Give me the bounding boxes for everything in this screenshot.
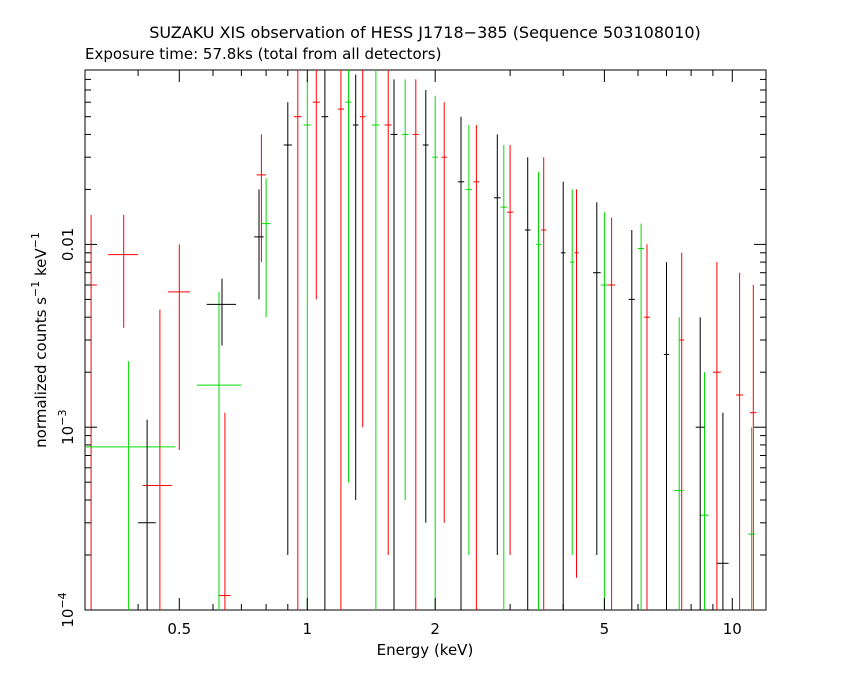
y-axis-label-main: normalized counts s <box>32 297 50 448</box>
data-series <box>138 70 729 610</box>
y-tick-label: 0.01 <box>59 228 77 261</box>
data-point <box>600 212 608 610</box>
data-point <box>412 79 419 610</box>
data-point <box>608 217 616 610</box>
data-series <box>85 70 755 610</box>
data-point <box>372 70 380 610</box>
data-point <box>638 223 645 610</box>
data-point <box>254 189 264 300</box>
data-point <box>716 412 729 610</box>
y-axis-label-sup1: −1 <box>29 281 42 297</box>
data-point <box>574 189 579 578</box>
chart-title: SUZAKU XIS observation of HESS J1718−385… <box>149 23 701 42</box>
data-point <box>441 102 447 523</box>
data-point <box>196 291 242 610</box>
data-point <box>736 272 744 610</box>
data-point <box>352 74 359 500</box>
data-point <box>384 70 392 555</box>
ticks-layer <box>84 69 766 611</box>
x-axis-label: Energy (keV) <box>377 641 474 659</box>
data-point <box>390 79 398 610</box>
x-tick-label: 0.5 <box>167 620 191 638</box>
tick-labels-layer: 0.5 1 2 5 10 10−4 10−3 0.01 <box>56 228 742 638</box>
x-tick-label: 5 <box>600 620 610 638</box>
data-point <box>570 189 575 555</box>
data-point <box>337 70 344 610</box>
data-point <box>535 171 542 610</box>
data-point <box>541 157 547 610</box>
data-point <box>748 427 755 610</box>
data-point <box>674 317 685 610</box>
data-point <box>432 95 438 610</box>
data-point <box>628 230 635 610</box>
data-point <box>219 412 231 610</box>
data-point <box>85 214 97 610</box>
data-point <box>593 202 601 555</box>
data-point <box>283 102 292 555</box>
data-point <box>465 125 472 555</box>
data-point <box>700 372 709 610</box>
data-point <box>712 262 721 610</box>
data-point <box>457 116 465 610</box>
chart-subtitle: Exposure time: 57.8ks (total from all de… <box>85 45 441 63</box>
data-point <box>256 134 267 263</box>
data-point <box>473 125 480 610</box>
data-point <box>345 70 352 483</box>
y-axis-label-sup2: −1 <box>29 232 42 248</box>
data-point <box>303 79 311 610</box>
data-point <box>679 252 685 610</box>
x-tick-label: 1 <box>303 620 313 638</box>
x-tick-label: 10 <box>723 620 742 638</box>
data-point <box>321 70 329 610</box>
data-point <box>167 244 191 450</box>
data-point <box>108 214 139 328</box>
data-point <box>500 145 507 610</box>
y-tick-label: 10−4 <box>56 592 77 627</box>
data-point <box>206 278 237 346</box>
data-point <box>312 70 320 300</box>
data-point <box>85 361 176 610</box>
data-point <box>293 70 302 610</box>
data-point <box>644 244 650 610</box>
data-point <box>422 90 429 523</box>
data-point <box>695 317 705 610</box>
data-point <box>401 79 409 500</box>
data-series <box>85 70 757 610</box>
data-point <box>494 134 501 555</box>
data-point <box>749 285 757 610</box>
data-point <box>663 262 670 610</box>
data-point <box>359 70 366 428</box>
y-tick-label: 10−3 <box>56 410 77 445</box>
data-point <box>507 145 514 555</box>
series-layer <box>85 70 757 610</box>
y-axis-label: normalized counts s−1 keV−1 <box>29 232 50 448</box>
data-point <box>524 157 531 610</box>
data-point <box>560 181 566 610</box>
y-axis-label-mid: keV <box>32 248 50 281</box>
data-point <box>138 419 156 610</box>
data-point <box>261 178 271 318</box>
x-tick-label: 2 <box>430 620 440 638</box>
